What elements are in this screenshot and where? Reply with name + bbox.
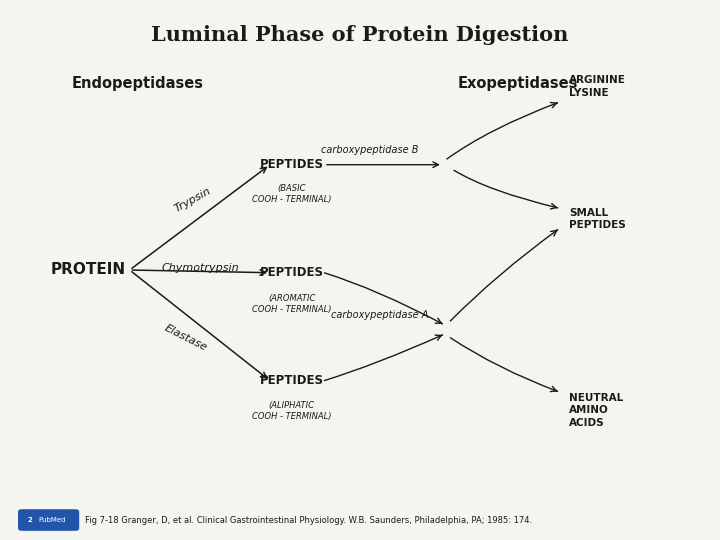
Text: PubMed: PubMed xyxy=(38,517,66,523)
Text: 2: 2 xyxy=(27,517,32,523)
FancyBboxPatch shape xyxy=(18,509,79,531)
Text: Exopeptidases: Exopeptidases xyxy=(457,76,577,91)
Text: Endopeptidases: Endopeptidases xyxy=(72,76,204,91)
Text: PEPTIDES: PEPTIDES xyxy=(260,266,323,279)
Text: (BASIC
COOH - TERMINAL): (BASIC COOH - TERMINAL) xyxy=(252,184,331,204)
Text: NEUTRAL
AMINO
ACIDS: NEUTRAL AMINO ACIDS xyxy=(569,393,623,428)
Text: carboxypeptidase B: carboxypeptidase B xyxy=(320,145,418,155)
Text: Fig 7-18 Granger, D, et al. Clinical Gastrointestinal Physiology. W.B. Saunders,: Fig 7-18 Granger, D, et al. Clinical Gas… xyxy=(85,516,532,524)
Text: PEPTIDES: PEPTIDES xyxy=(260,158,323,171)
Text: carboxypeptidase A: carboxypeptidase A xyxy=(331,309,429,320)
Text: Chymotrypsin: Chymotrypsin xyxy=(161,264,239,273)
Text: PEPTIDES: PEPTIDES xyxy=(260,374,323,387)
Text: PROTEIN: PROTEIN xyxy=(51,262,126,278)
Text: (AROMATIC
COOH - TERMINAL): (AROMATIC COOH - TERMINAL) xyxy=(252,294,331,314)
Text: Elastase: Elastase xyxy=(163,322,209,353)
Text: (ALIPHATIC
COOH - TERMINAL): (ALIPHATIC COOH - TERMINAL) xyxy=(252,401,331,421)
Text: ARGININE
LYSINE: ARGININE LYSINE xyxy=(569,75,626,98)
Text: Trypsin: Trypsin xyxy=(173,186,213,214)
Text: SMALL
PEPTIDES: SMALL PEPTIDES xyxy=(569,207,626,230)
Text: Luminal Phase of Protein Digestion: Luminal Phase of Protein Digestion xyxy=(151,25,569,45)
